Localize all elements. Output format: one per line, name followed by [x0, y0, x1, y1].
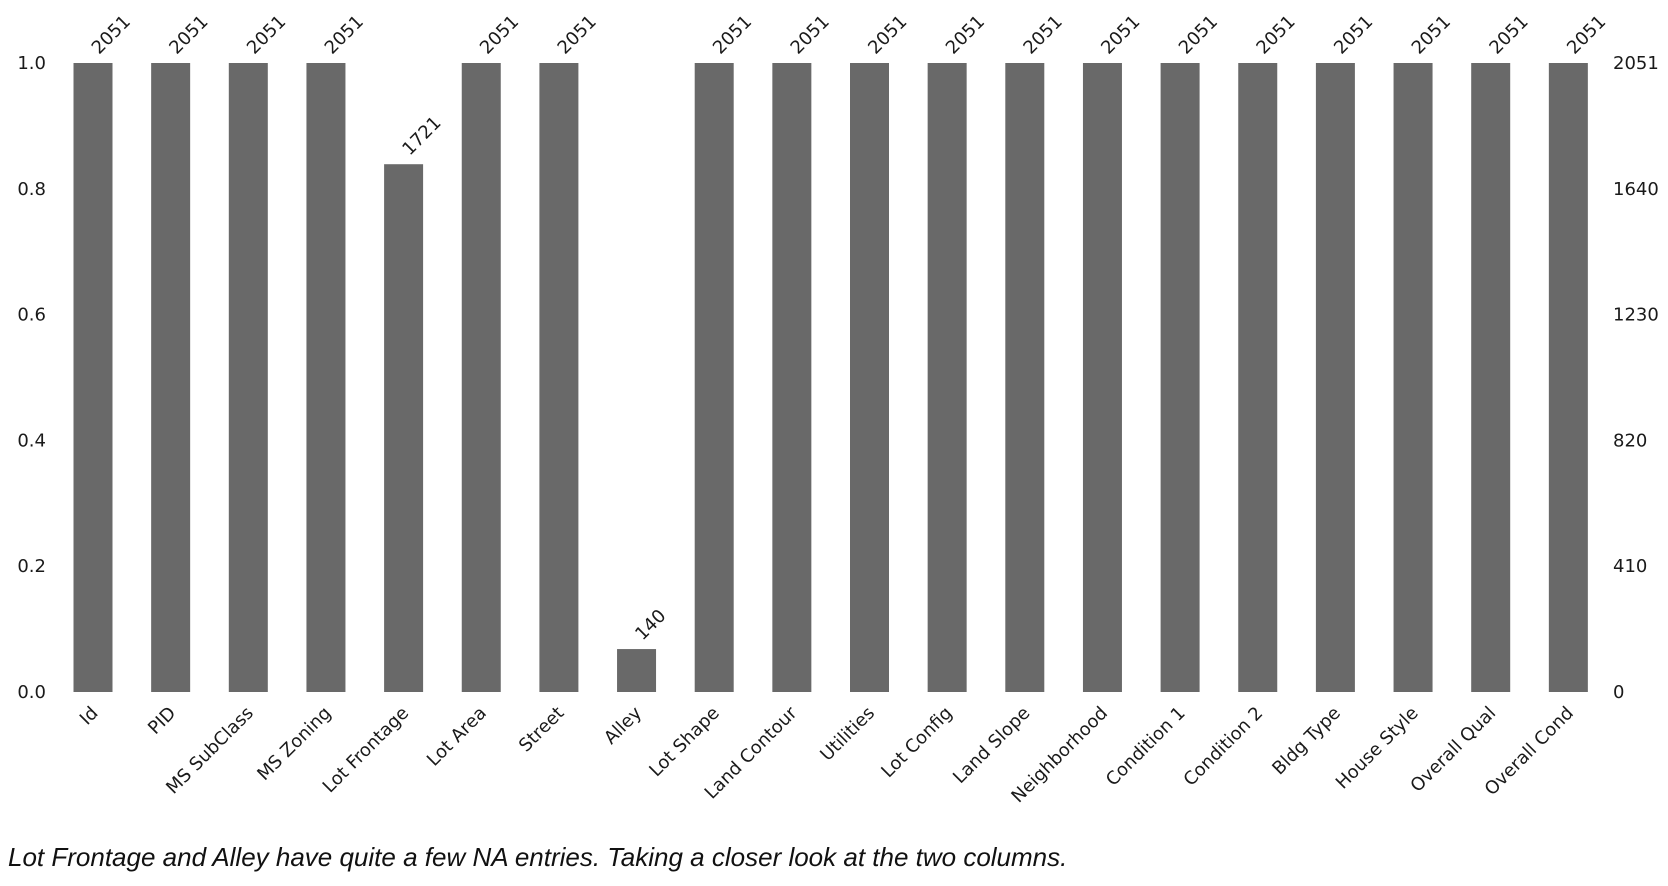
right-tick-label: 2051: [1613, 53, 1659, 74]
count-label: 2051: [1019, 11, 1066, 58]
bar: [1005, 63, 1045, 692]
count-label: 2051: [1097, 11, 1144, 58]
count-label: 2051: [554, 11, 601, 58]
bar: [73, 63, 113, 692]
count-label: 2051: [1563, 11, 1610, 58]
bar: [617, 649, 657, 692]
left-tick-label: 0.8: [17, 179, 46, 200]
right-tick-label: 820: [1613, 430, 1647, 451]
category-label: PID: [144, 703, 180, 739]
bar: [1238, 63, 1278, 692]
count-label: 140: [631, 605, 670, 644]
category-label: Lot Shape: [645, 703, 723, 781]
count-label: 2051: [787, 11, 834, 58]
count-label: 2051: [1252, 11, 1299, 58]
count-label: 2051: [476, 11, 523, 58]
count-label: 2051: [321, 11, 368, 58]
bar: [384, 164, 424, 692]
count-label: 2051: [243, 11, 290, 58]
count-label: 2051: [1408, 11, 1455, 58]
count-label: 2051: [165, 11, 212, 58]
count-label: 2051: [88, 11, 135, 58]
bar: [228, 63, 268, 692]
count-label: 2051: [1330, 11, 1377, 58]
bar: [772, 63, 812, 692]
bar: [1471, 63, 1511, 692]
category-label: MS Zoning: [253, 703, 335, 785]
left-tick-label: 0.6: [17, 305, 46, 326]
category-label: Lot Area: [423, 703, 491, 771]
category-label: Land Slope: [949, 703, 1034, 788]
count-label: 2051: [864, 11, 911, 58]
count-label: 1721: [398, 112, 445, 159]
bar: [1315, 63, 1355, 692]
bar: [461, 63, 501, 692]
bar: [1082, 63, 1122, 692]
left-tick-label: 0.2: [17, 556, 46, 577]
bar: [306, 63, 346, 692]
bar: [694, 63, 734, 692]
right-tick-label: 1230: [1613, 305, 1659, 326]
right-tick-label: 410: [1613, 556, 1647, 577]
bar: [1393, 63, 1433, 692]
count-label: 2051: [942, 11, 989, 58]
bar: [539, 63, 579, 692]
missingness-bar-chart: 0.0 0.2 0.4 0.6 0.8 1.0 0 410 820 1230 1640 2051 2…: [17, 11, 1659, 807]
right-tick-label: 1640: [1613, 179, 1659, 200]
category-label: Lot Config: [877, 703, 956, 782]
left-y-axis: 0.0 0.2 0.4 0.6 0.8 1.0: [17, 53, 46, 703]
count-label: 2051: [1175, 11, 1222, 58]
left-tick-label: 0.4: [17, 430, 46, 451]
bar: [850, 63, 889, 692]
bars: [73, 63, 1588, 692]
category-label: Bldg Type: [1268, 703, 1345, 780]
caption: Lot Frontage and Alley have quite a few …: [8, 842, 1068, 872]
left-tick-label: 0.0: [17, 682, 46, 703]
category-label: Condition 2: [1180, 703, 1268, 791]
bar: [1548, 63, 1588, 692]
left-tick-label: 1.0: [17, 53, 46, 74]
category-label: Condition 1: [1102, 703, 1190, 791]
category-label: Id: [76, 703, 103, 730]
category-label: Utilities: [816, 703, 879, 766]
count-label: 2051: [1485, 11, 1532, 58]
count-label: 2051: [709, 11, 756, 58]
category-label: Street: [515, 703, 569, 757]
bar: [151, 63, 191, 692]
right-y-axis: 0 410 820 1230 1640 2051: [1613, 53, 1659, 703]
bar: [1160, 63, 1200, 692]
category-label: Alley: [600, 702, 646, 748]
bar: [927, 63, 967, 692]
right-tick-label: 0: [1613, 682, 1624, 703]
